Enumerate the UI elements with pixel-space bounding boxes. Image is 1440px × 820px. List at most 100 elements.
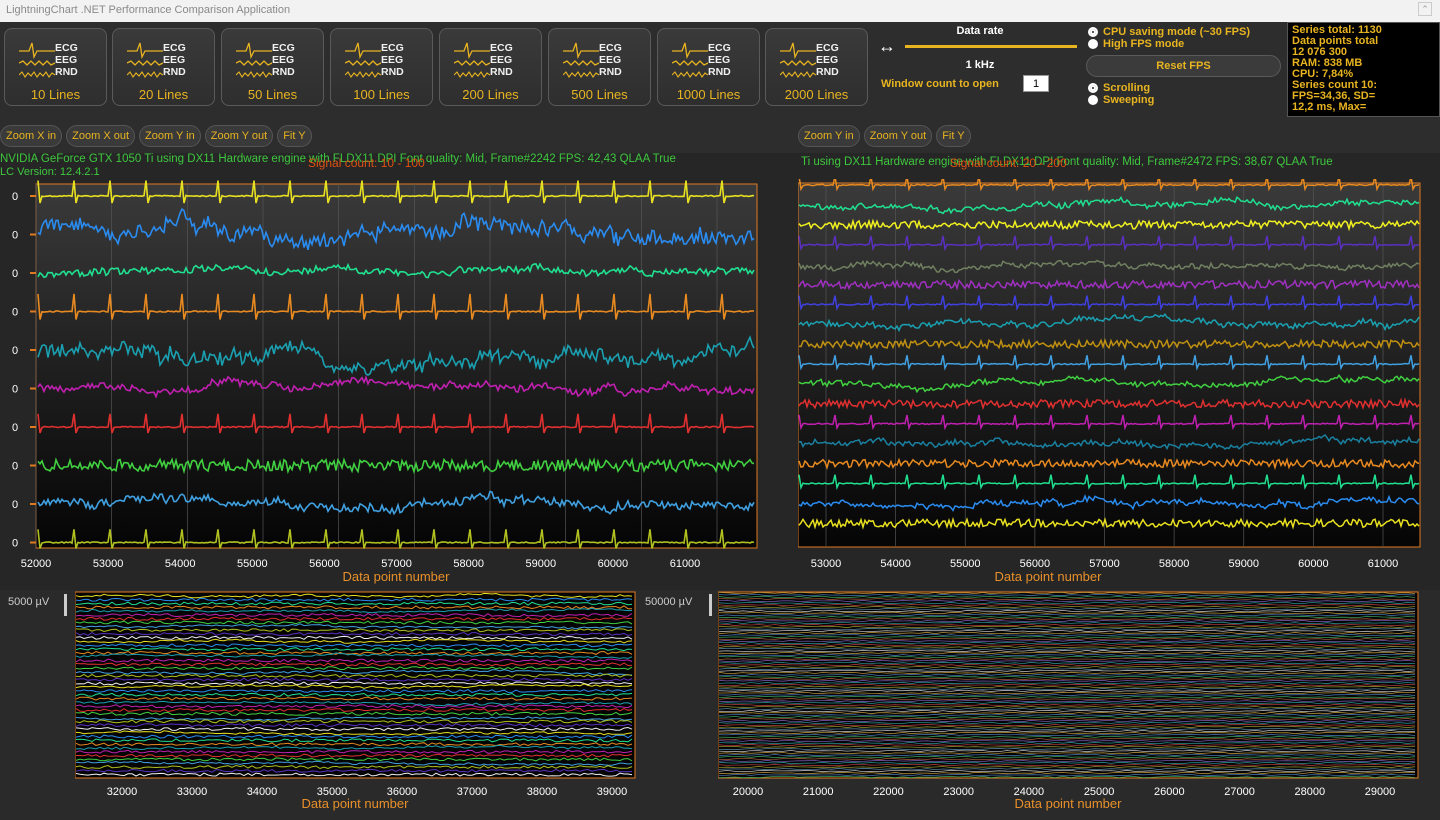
zoom-x-out-button[interactable]: Zoom X out xyxy=(66,125,135,147)
renderer-info: NVIDIA GeForce GTX 1050 Ti using DX11 Ha… xyxy=(0,153,676,165)
y-tick-label: 0 xyxy=(12,499,18,511)
reset-fps-button[interactable]: Reset FPS xyxy=(1086,55,1281,77)
x-tick-label: 36000 xyxy=(386,786,418,798)
x-tick-label: 21000 xyxy=(802,786,834,798)
x-tick-label: 37000 xyxy=(456,786,488,798)
y-tick-label: 0 xyxy=(12,538,18,550)
x-tick-label: 55000 xyxy=(949,558,981,570)
data-rate-label: Data rate xyxy=(956,25,1004,37)
y-tick-label: 0 xyxy=(12,384,18,396)
signal-label: EEG xyxy=(816,54,839,66)
stats-line: Series total: 1130 xyxy=(1292,24,1382,36)
signal-label: ECG xyxy=(490,42,513,54)
y-tick-label: 0 xyxy=(12,191,18,203)
stats-line: CPU: 7,84% xyxy=(1292,68,1354,80)
scroll-indicator-icon[interactable]: ⌃ xyxy=(1418,2,1432,16)
zoom-toolbar-left: Zoom X in Zoom X out Zoom Y in Zoom Y ou… xyxy=(0,125,312,149)
signal-label: ECG xyxy=(163,42,186,54)
y-unit-label: 5000 µV xyxy=(8,596,50,608)
x-tick-label: 54000 xyxy=(164,558,196,570)
x-tick-label: 28000 xyxy=(1294,786,1326,798)
lines-button-label: 2000 Lines xyxy=(784,87,849,102)
zoom-x-in-button[interactable]: Zoom X in xyxy=(0,125,63,147)
x-tick-label: 32000 xyxy=(106,786,138,798)
x-tick-label: 27000 xyxy=(1224,786,1255,798)
lines-button[interactable]: ECG EEG RND 1000 Lines xyxy=(657,28,760,106)
x-axis-title: Data point number xyxy=(301,796,409,811)
zoom-y-out-button[interactable]: Zoom Y out xyxy=(204,125,274,147)
radio-selected-icon xyxy=(1088,27,1098,37)
signal-waves-icon xyxy=(19,42,55,78)
fit-y-button[interactable]: Fit Y xyxy=(277,125,312,147)
x-tick-label: 61000 xyxy=(1367,558,1399,570)
data-rate-slider[interactable] xyxy=(905,45,1077,48)
chart-title: Signal count: 10 - 100 xyxy=(308,156,425,170)
stats-line: 12 076 300 xyxy=(1292,46,1348,58)
x-tick-label: 58000 xyxy=(453,558,484,570)
signal-label: ECG xyxy=(55,42,78,54)
lines-button[interactable]: ECG EEG RND 20 Lines xyxy=(112,28,215,106)
title-bar: LightningChart .NET Performance Comparis… xyxy=(0,0,1440,22)
lines-button[interactable]: ECG EEG RND 500 Lines xyxy=(548,28,651,106)
x-tick-label: 53000 xyxy=(810,558,842,570)
x-tick-label: 55000 xyxy=(237,558,268,570)
signal-label: RND xyxy=(708,66,731,78)
window-count-label: Window count to open xyxy=(881,78,999,90)
zoom-y-out-button[interactable]: Zoom Y out xyxy=(863,125,933,147)
x-tick-label: 59000 xyxy=(1228,558,1260,570)
signal-label: EEG xyxy=(599,54,622,66)
x-tick-label: 25000 xyxy=(1083,786,1115,798)
radio-selected-icon xyxy=(1088,83,1098,93)
double-arrow-icon: ↔ xyxy=(878,36,896,56)
signal-label: ECG xyxy=(272,42,295,54)
lines-button[interactable]: ECG EEG RND 50 Lines xyxy=(221,28,324,106)
signal-waves-icon xyxy=(236,42,272,78)
x-tick-label: 61000 xyxy=(669,558,701,570)
signal-waves-icon xyxy=(127,42,163,78)
x-axis-title: Data point number xyxy=(342,569,450,584)
chart-top-right[interactable]: Ti using DX11 Hardware engine with FLDX1… xyxy=(798,153,1440,590)
signal-label: ECG xyxy=(708,42,731,54)
y-tick-label: 0 xyxy=(12,307,18,319)
chart-bottom-left[interactable]: 5000 µV 32000 33000 34000 35000 36000 37000 38… xyxy=(0,590,640,820)
x-tick-label: 29000 xyxy=(1364,786,1396,798)
version-info: LC Version: 12.4.2.1 xyxy=(0,166,100,178)
x-tick-label: 33000 xyxy=(176,786,208,798)
zoom-y-in-button[interactable]: Zoom Y in xyxy=(798,125,860,147)
lines-button-label: 1000 Lines xyxy=(676,87,741,102)
cpu-saving-radio[interactable]: CPU saving mode (~30 FPS) xyxy=(1088,26,1250,38)
fit-y-button[interactable]: Fit Y xyxy=(936,125,971,147)
x-tick-label: 20000 xyxy=(732,786,764,798)
window-title: LightningChart .NET Performance Comparis… xyxy=(6,4,291,16)
stats-line: FPS=34,36, SD= xyxy=(1292,90,1376,102)
stats-line: RAM: 838 MB xyxy=(1292,57,1363,69)
x-tick-label: 58000 xyxy=(1158,558,1190,570)
lines-button-label: 200 Lines xyxy=(462,87,519,102)
lines-button[interactable]: ECG EEG RND 2000 Lines xyxy=(765,28,868,106)
chart-top-left[interactable]: NVIDIA GeForce GTX 1050 Ti using DX11 Ha… xyxy=(0,153,798,590)
x-axis-title: Data point number xyxy=(994,569,1102,584)
zoom-y-in-button[interactable]: Zoom Y in xyxy=(139,125,201,147)
data-rate-value: 1 kHz xyxy=(965,59,995,71)
x-axis-title: Data point number xyxy=(1014,796,1122,811)
x-tick-label: 39000 xyxy=(596,786,628,798)
signal-label: RND xyxy=(599,66,622,78)
y-scale-bar xyxy=(64,594,67,616)
signal-label: EEG xyxy=(55,54,78,66)
radio-unselected-icon xyxy=(1088,39,1098,49)
lines-button[interactable]: ECG EEG RND 10 Lines xyxy=(4,28,107,106)
signal-label: EEG xyxy=(272,54,295,66)
lines-button[interactable]: ECG EEG RND 100 Lines xyxy=(330,28,433,106)
window-count-input[interactable] xyxy=(1023,75,1049,92)
stats-line: Data points total xyxy=(1292,35,1379,47)
top-left-plot: 0 0 0 0 0 0 0 0 0 0 xyxy=(12,180,758,550)
y-tick-label: 0 xyxy=(12,268,18,280)
lines-button-label: 10 Lines xyxy=(30,87,81,102)
chart-bottom-right[interactable]: 50000 µV 20000 21000 22000 23000 24000 25000 2… xyxy=(640,590,1440,820)
signal-label: ECG xyxy=(381,42,404,54)
scrolling-radio[interactable]: Scrolling xyxy=(1088,82,1150,94)
lines-button[interactable]: ECG EEG RND 200 Lines xyxy=(439,28,542,106)
sweeping-radio[interactable]: Sweeping xyxy=(1088,94,1154,106)
high-fps-radio[interactable]: High FPS mode xyxy=(1088,38,1184,50)
signal-label: RND xyxy=(381,66,404,78)
